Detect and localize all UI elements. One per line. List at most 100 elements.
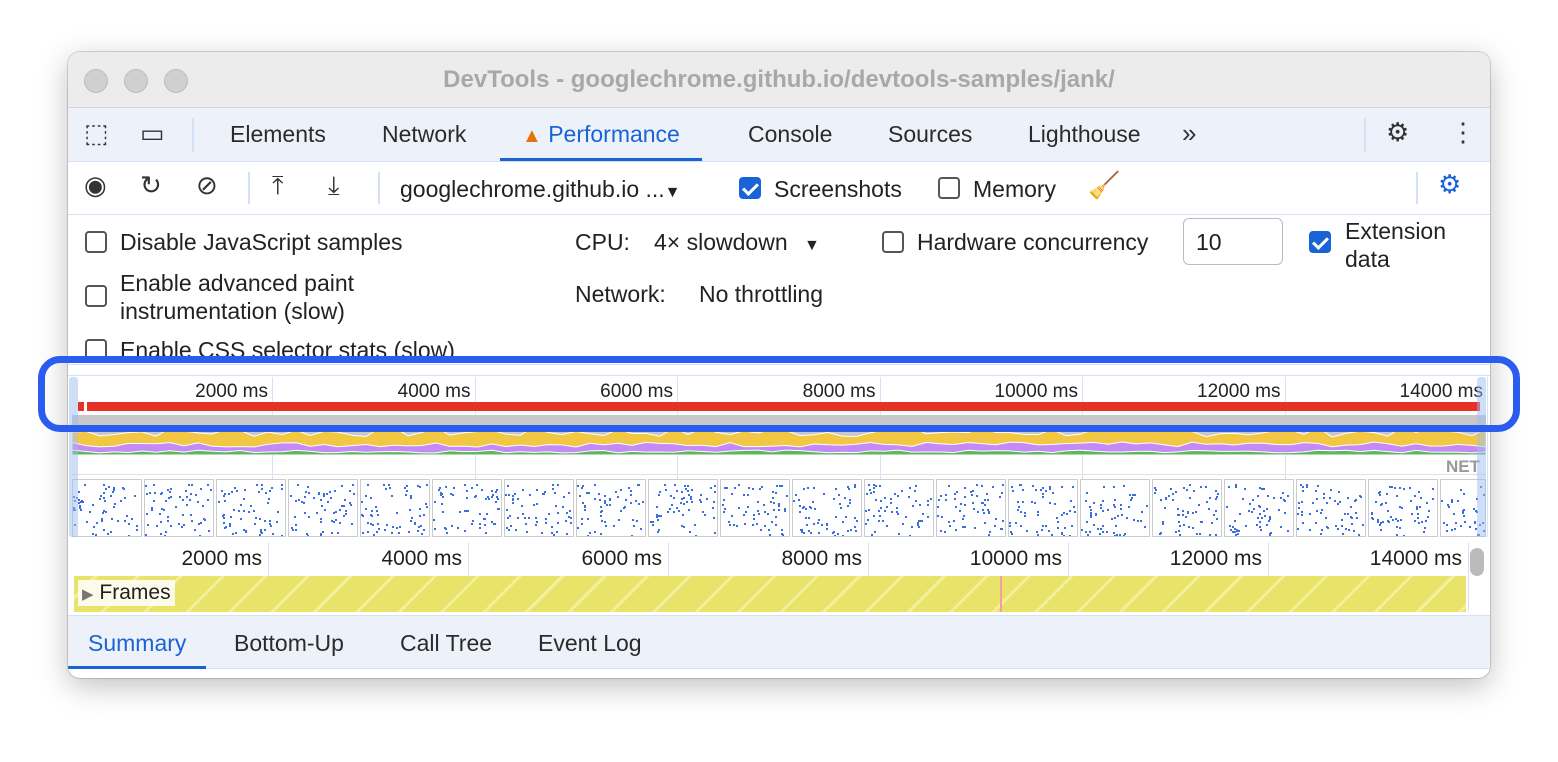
zoom-window-button[interactable] [164,69,188,93]
screenshot-thumbnail[interactable] [360,479,430,537]
screenshot-thumbnail[interactable] [1224,479,1294,537]
timeline-overview[interactable]: 2000 ms 4000 ms 6000 ms 8000 ms 10000 ms 1200… [68,375,1490,541]
overview-gridline [677,377,678,537]
screenshot-thumbnail[interactable] [936,479,1006,537]
device-toolbar-icon[interactable]: ▭ [140,118,165,148]
screenshot-thumbnail[interactable] [216,479,286,537]
screenshot-thumbnail[interactable] [720,479,790,537]
cpu-throttle-value: 4× slowdown [654,229,788,255]
screenshots-label: Screenshots [774,176,902,202]
timeline-ruler: 2000 ms 4000 ms 6000 ms 8000 ms 10000 ms 1200… [68,542,1469,612]
screenshot-thumbnail[interactable] [1368,479,1438,537]
dropdown-arrow-icon: ▼ [664,184,681,201]
timeline-tick-label: 2000 ms [181,547,262,570]
screenshots-checkbox[interactable] [739,177,761,199]
overview-gridline [1284,377,1286,537]
close-window-button[interactable] [84,69,108,93]
title-bar: DevTools - googlechrome.github.io/devtoo… [68,52,1490,108]
screenshot-thumbnail[interactable] [1296,479,1366,537]
overview-gridline [1487,377,1488,537]
cpu-throttle-select[interactable]: 4× slowdown ▼ [654,229,820,256]
extension-data-checkbox[interactable] [1309,231,1331,253]
long-task-bar [78,402,1480,411]
advanced-paint-label: Enable advanced paint instrumentation (s… [120,270,355,324]
reload-record-icon[interactable]: ↻ [140,170,162,200]
gear-icon[interactable]: ⚙ [1386,117,1410,147]
tab-performance-label: Performance [548,121,680,147]
screenshot-thumbnail[interactable] [648,479,718,537]
overview-gridline [474,377,476,537]
more-options-icon[interactable]: ⋮ [1450,117,1476,147]
screenshot-thumbnail[interactable] [576,479,646,537]
overview-tick-label: 4000 ms [397,381,471,402]
screenshot-thumbnail[interactable] [432,479,502,537]
dropdown-arrow-icon: ▼ [804,237,820,254]
overview-tick-label: 12000 ms [1197,381,1281,402]
disable-js-samples-label: Disable JavaScript samples [120,229,403,255]
timeline-tick-label: 4000 ms [381,547,462,570]
overview-tick-label: 14000 ms [1399,381,1483,402]
recording-select[interactable]: googlechrome.github.io ...▼ [400,176,681,203]
tab-lighthouse[interactable]: Lighthouse [1028,121,1141,147]
tab-bottom-up[interactable]: Bottom-Up [234,630,344,656]
capture-settings-icon[interactable]: ⚙ [1438,169,1462,199]
warning-icon: ▲ [522,125,542,147]
left-range-handle[interactable] [69,377,78,537]
vertical-scrollbar[interactable] [1470,548,1484,576]
tab-network[interactable]: Network [382,121,467,147]
cpu-painting-area [72,449,1486,455]
tab-console[interactable]: Console [748,121,833,147]
overview-highlight-callout [38,356,1520,432]
timeline-tick-label: 12000 ms [1169,547,1262,570]
frames-track-header[interactable]: ▶ Frames [78,580,175,606]
network-label: Network: [575,281,666,307]
screenshot-thumbnail[interactable] [1080,479,1150,537]
timeline-tick-label: 10000 ms [969,547,1062,570]
upload-icon[interactable]: ⤒ [272,170,284,200]
cpu-label: CPU: [575,229,630,255]
tab-elements[interactable]: Elements [230,121,326,147]
record-icon[interactable]: ◉ [84,170,107,200]
network-throttle-select[interactable]: No throttling [699,281,824,307]
screenshot-thumbnail[interactable] [72,479,142,537]
disable-js-samples-checkbox[interactable] [85,231,107,253]
screenshot-thumbnail[interactable] [792,479,862,537]
window-title: DevTools - googlechrome.github.io/devtoo… [443,66,1115,93]
tab-call-tree[interactable]: Call Tree [400,630,493,656]
inspect-element-icon[interactable]: ⬚ [84,118,109,148]
overview-tick-label: 8000 ms [802,381,876,402]
minimize-window-button[interactable] [124,69,148,93]
tab-summary[interactable]: Summary [68,616,207,669]
overview-gridline [1082,377,1083,537]
screenshot-thumbnail[interactable] [144,479,214,537]
panel-tab-bar: ⬚ ▭ Elements Network ▲ Performance Conso… [68,108,1490,162]
timeline-tick-label: 14000 ms [1369,547,1462,570]
frames-track[interactable]: ▶ Frames [74,576,1466,612]
right-range-handle[interactable] [1477,377,1486,537]
performance-toolbar: ◉ ↻ ⊘ ⤒ ⤓ googlechrome.github.io ...▼ Sc… [68,162,1490,215]
clear-icon[interactable]: ⊘ [196,170,218,200]
tab-sources[interactable]: Sources [888,121,973,147]
memory-checkbox[interactable] [938,177,960,199]
recording-select-value: googlechrome.github.io ... [400,176,665,202]
screenshot-thumbnail[interactable] [504,479,574,537]
hw-concurrency-checkbox[interactable] [882,231,904,253]
advanced-paint-checkbox[interactable] [85,285,107,307]
screenshot-thumbnail[interactable] [1152,479,1222,537]
capture-settings-panel: Disable JavaScript samples Enable advanc… [68,215,1490,365]
devtools-window: DevTools - googlechrome.github.io/devtoo… [68,52,1490,678]
cpu-activity-chart [72,415,1486,455]
download-icon[interactable]: ⤓ [328,170,340,200]
tab-event-log[interactable]: Event Log [538,630,642,656]
hw-concurrency-label: Hardware concurrency [917,229,1149,255]
screenshot-thumbnail[interactable] [864,479,934,537]
extension-data-label: Extension data [1345,218,1447,272]
hw-concurrency-input[interactable]: 10 [1183,218,1283,265]
timeline-tick-label: 8000 ms [781,547,862,570]
more-tabs-icon[interactable]: » [1182,118,1197,148]
screenshot-thumbnail[interactable] [288,479,358,537]
tab-performance[interactable]: ▲ Performance [500,108,702,161]
overview-tick-label: 6000 ms [600,381,673,402]
garbage-collect-icon[interactable]: 🧹 [1088,170,1121,200]
screenshot-thumbnail[interactable] [1008,479,1078,537]
